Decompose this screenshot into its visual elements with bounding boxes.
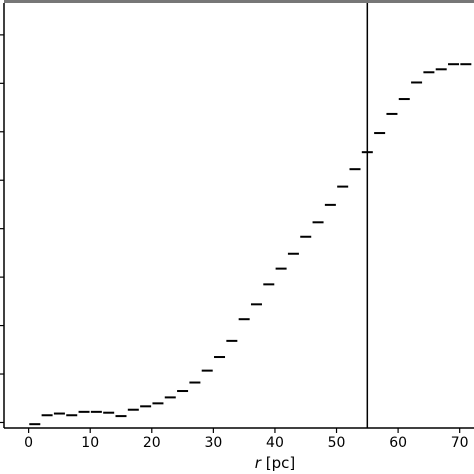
x-tick-label: 50 <box>328 435 346 451</box>
x-tick-label: 0 <box>24 435 33 451</box>
top-border <box>4 0 474 3</box>
x-tick-label: 10 <box>81 435 99 451</box>
axes-frame <box>3 0 474 429</box>
data-marks <box>29 63 472 426</box>
x-ticks: 0 10 20 30 40 50 60 70 <box>24 428 469 451</box>
x-tick-label: 40 <box>266 435 284 451</box>
x-tick-label: 30 <box>204 435 222 451</box>
x-tick-label: 70 <box>451 435 469 451</box>
x-axis-label-variable: r <box>255 454 262 472</box>
x-axis-label: r [pc] <box>255 454 295 472</box>
x-axis-label-unit: [pc] <box>261 454 295 472</box>
x-tick-label: 20 <box>143 435 161 451</box>
x-tick-label: 60 <box>389 435 407 451</box>
